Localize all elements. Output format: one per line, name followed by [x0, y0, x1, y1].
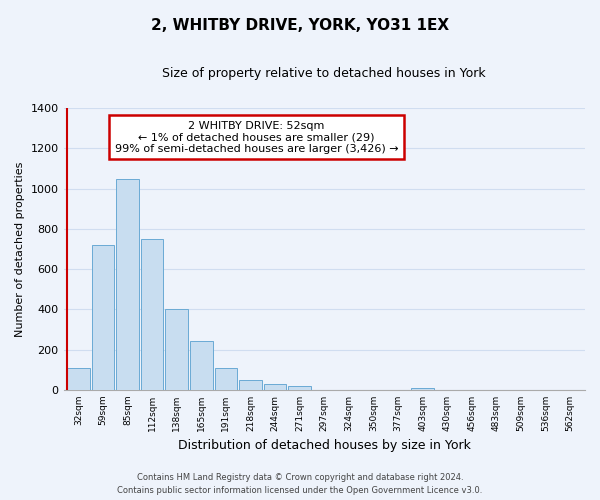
- Bar: [141, 239, 163, 390]
- Bar: [412, 388, 434, 390]
- Bar: [289, 386, 311, 390]
- Text: 2 WHITBY DRIVE: 52sqm
← 1% of detached houses are smaller (29)
99% of semi-detac: 2 WHITBY DRIVE: 52sqm ← 1% of detached h…: [115, 120, 398, 154]
- Bar: [239, 380, 262, 390]
- X-axis label: Distribution of detached houses by size in York: Distribution of detached houses by size …: [178, 440, 471, 452]
- Text: 2, WHITBY DRIVE, YORK, YO31 1EX: 2, WHITBY DRIVE, YORK, YO31 1EX: [151, 18, 449, 32]
- Bar: [190, 340, 212, 390]
- Title: Size of property relative to detached houses in York: Size of property relative to detached ho…: [163, 68, 486, 80]
- Bar: [166, 310, 188, 390]
- Y-axis label: Number of detached properties: Number of detached properties: [15, 162, 25, 336]
- Bar: [215, 368, 237, 390]
- Bar: [92, 245, 114, 390]
- Bar: [264, 384, 286, 390]
- Bar: [116, 178, 139, 390]
- Text: Contains HM Land Registry data © Crown copyright and database right 2024.
Contai: Contains HM Land Registry data © Crown c…: [118, 473, 482, 495]
- Bar: [67, 368, 89, 390]
